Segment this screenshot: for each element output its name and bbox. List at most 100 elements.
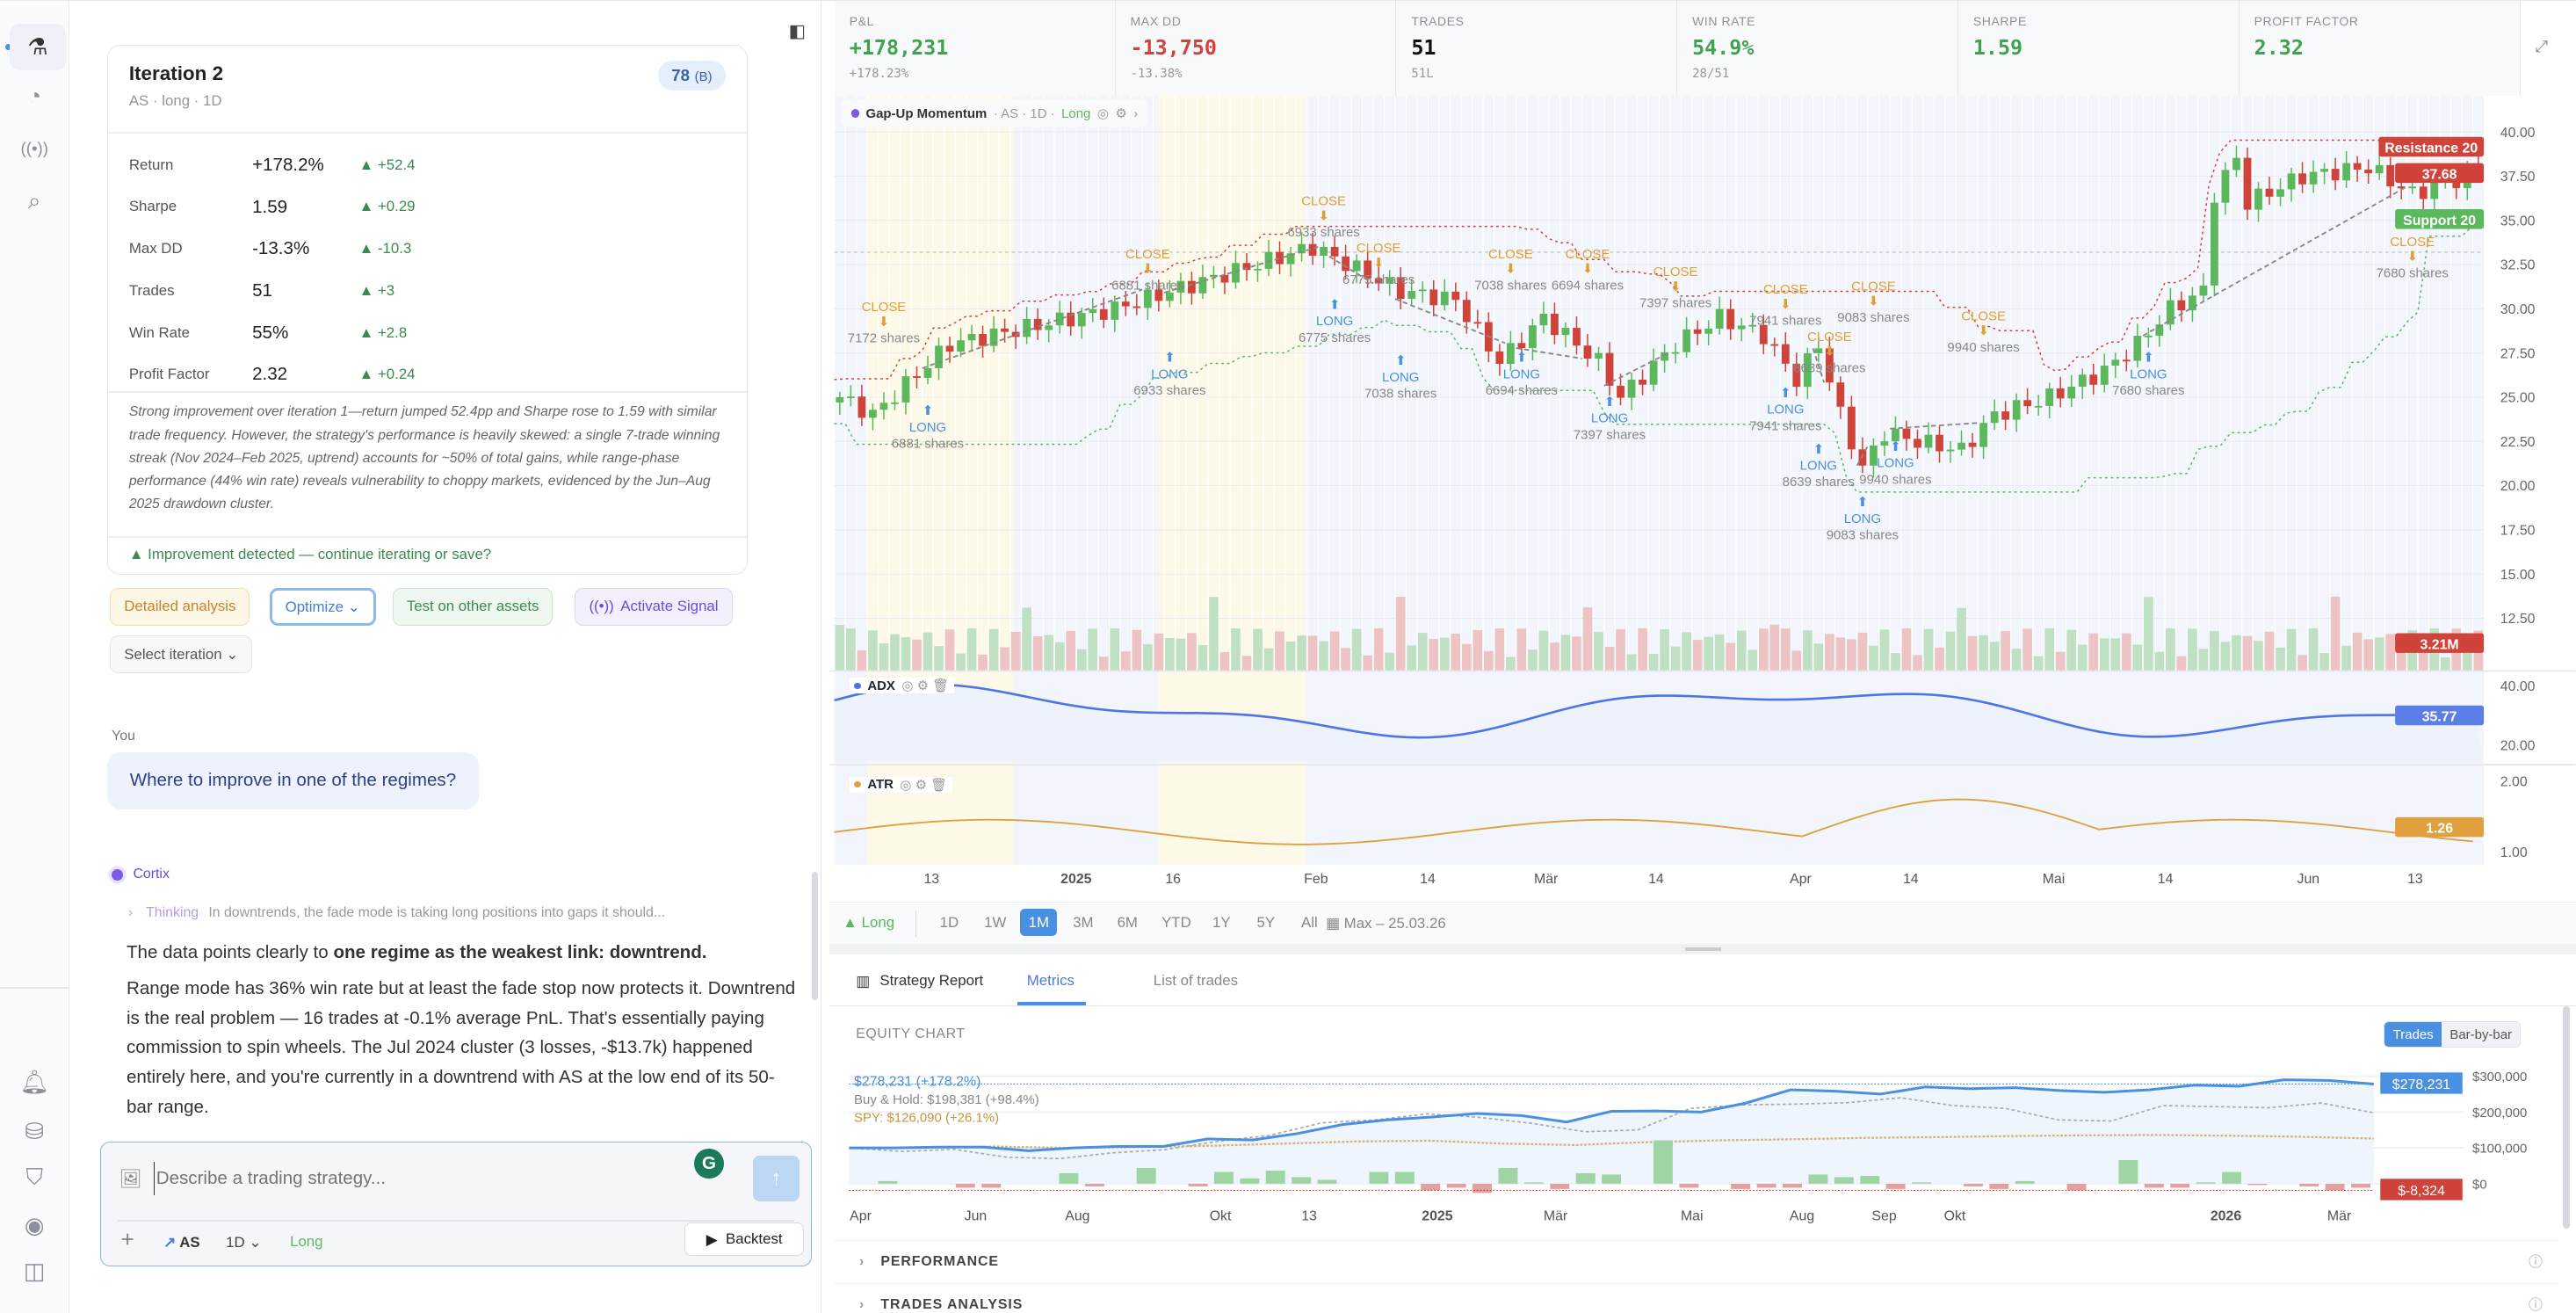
trade-annotation[interactable]: ⬆LONG 6694 shares [1486,351,1558,398]
assistant-label: Cortix [112,867,170,882]
trade-annotation[interactable]: CLOSE⬇6775 shares [1342,242,1415,288]
expand-icon[interactable]: ⤢ [2535,37,2549,56]
trade-label: CLOSE [1851,279,1896,294]
trade-annotation[interactable]: CLOSE⬇ 7038 shares [1475,247,1547,294]
adx-legend[interactable]: ADX ◎ ⚙ 🗑︎ [849,678,954,694]
trade-annotation[interactable]: ⬆LONG 6933 shares [1134,351,1206,398]
trade-annotation[interactable]: CLOSE⬇ 6881 shares [1112,247,1184,294]
atr-legend[interactable]: ATR ◎ ⚙ 🗑︎ [849,776,952,793]
x-tick-label: Mai [2042,872,2066,888]
symbol-selector[interactable]: ↗ AS [163,1233,200,1251]
tab-list-of-trades[interactable]: List of trades [1153,972,1239,990]
price-chart[interactable]: 40.00 37.50 35.00 32.50 30.00 27.50 25.00 22.50… [829,96,2576,901]
trade-annotation[interactable]: CLOSE⬇ 7941 shares [1749,283,1821,330]
x-tick-label: Okt [1944,1209,1966,1224]
tab-metrics[interactable]: Metrics [1026,972,1075,990]
activate-signal-button[interactable]: ((•)) Activate Signal [575,587,733,626]
select-iteration-dropdown[interactable]: Select iteration ⌄ [110,635,253,673]
candle [1473,322,1482,324]
trade-annotation[interactable]: ⬆LONG 7038 shares [1364,354,1436,402]
volume-bar [1462,644,1472,671]
volume-bar [1594,632,1604,671]
candle [1386,277,1394,285]
divider [117,1219,795,1222]
range-1m[interactable]: 1M [1020,909,1058,937]
backtest-button[interactable]: ▶ Backtest [684,1222,805,1256]
shield-icon[interactable]: ⛉ [25,1163,44,1190]
volume-bar [2309,628,2319,671]
optimize-dropdown[interactable]: Optimize ⌄ [269,587,376,626]
candle [968,334,976,341]
metric-label: Sharpe [128,198,177,215]
trade-annotation[interactable]: ⬆LONG 6881 shares [892,404,964,452]
eye-icon[interactable]: ◎ [1096,106,1109,122]
mode-bar-by-bar[interactable]: Bar-by-bar [2442,1022,2521,1048]
bell-icon[interactable]: 🔔︎ [19,1068,49,1095]
range-5y[interactable]: 5Y [1256,913,1276,931]
grammarly-icon[interactable]: G [694,1149,724,1179]
trade-annotation[interactable]: ⬆ LONG 9940 shares [1860,439,1932,487]
collapse-panel-icon[interactable]: ◧ [788,21,807,42]
volume-bar [2232,635,2242,671]
image-upload-icon[interactable]: 🖼︎ [119,1168,142,1189]
gear-icon[interactable]: ⚙ [1115,106,1127,122]
test-other-assets-button[interactable]: Test on other assets [392,587,554,626]
candle [1188,281,1197,294]
resize-handle[interactable] [829,944,2576,954]
pie-chart-icon[interactable]: ◔ [27,82,42,109]
chat-scrollbar[interactable] [811,872,819,1000]
range-6m[interactable]: 6M [1117,913,1138,931]
trade-pnl-bar [1240,1178,1260,1184]
flask-icon[interactable]: ⚗ [10,24,66,70]
direction-indicator[interactable]: ▲ Long [843,913,895,931]
range-1w[interactable]: 1W [984,913,1007,931]
trade-annotation[interactable]: ⬆LONG 7680 shares [2113,351,2185,398]
trade-annotation[interactable]: CLOSE⬇6933 shares [1288,194,1360,241]
chevron-right-icon: › [127,904,134,920]
trade-annotation[interactable]: CLOSE⬇ 9083 shares [1838,279,1910,326]
trade-annotation[interactable]: ⬆ LONG 7941 shares [1749,386,1821,433]
trade-annotation[interactable]: ⬆LONG 9083 shares [1827,496,1899,543]
trade-annotation[interactable]: CLOSE⬇ 6694 shares [1552,247,1624,294]
trade-annotation[interactable]: CLOSE⬇7680 shares [2377,235,2449,281]
mode-trades[interactable]: Trades [2384,1022,2442,1048]
broadcast-icon[interactable]: ((•)) [20,139,48,158]
info-icon[interactable]: ⓘ [2528,1255,2543,1271]
range-3m[interactable]: 3M [1073,913,1094,931]
performance-section[interactable]: › PERFORMANCE ⓘ [834,1239,2560,1283]
trade-annotation[interactable]: CLOSE⬇9940 shares [1948,309,2020,356]
user-icon[interactable]: ◉ [24,1211,45,1238]
trade-pnl-bar [1266,1170,1286,1184]
eye-icon[interactable]: ◎ ⚙ 🗑︎ [900,777,948,793]
direction-toggle[interactable]: Long [290,1232,323,1250]
volume-bar [1099,656,1109,671]
info-icon[interactable]: ⓘ [2528,1297,2543,1313]
search-icon[interactable]: ⌕ [27,187,41,214]
equity-chart[interactable]: $300,000 $200,000 $100,000 $0 $278,231 (+178… [829,1053,2576,1234]
strategy-input[interactable] [153,1162,680,1195]
detailed-analysis-button[interactable]: Detailed analysis [110,587,250,626]
report-scrollbar[interactable] [2563,1006,2570,1229]
add-icon[interactable]: + [120,1226,134,1253]
trade-annotation[interactable]: ⬆LONG 7397 shares [1574,395,1646,442]
sidebar-expand-icon[interactable]: ◫ [23,1258,46,1284]
range-ytd[interactable]: YTD [1161,913,1191,931]
eye-icon[interactable]: ◎ ⚙ 🗑︎ [901,678,950,694]
range-all[interactable]: All [1301,913,1318,931]
trade-annotation[interactable]: CLOSE⬇ 8639 shares [1794,330,1866,376]
trade-annotation[interactable]: CLOSE⬇7172 shares [848,301,920,347]
date-range-picker[interactable]: ▦ Max – 25.03.26 [1326,914,1446,932]
thinking-toggle[interactable]: › Thinking In downtrends, the fade mode is… [128,905,665,921]
coins-icon[interactable]: ⛁ [25,1118,45,1145]
strategy-legend[interactable]: Gap-Up Momentum · AS · 1D · Long ◎ ⚙ › [841,99,1148,127]
trades-analysis-section[interactable]: › TRADES ANALYSIS ⓘ [834,1282,2560,1313]
chevron-right-icon[interactable]: › [1133,105,1139,121]
interval-dropdown[interactable]: 1D ⌄ [226,1233,262,1251]
trade-pnl-bar [1653,1140,1674,1184]
trade-annotation[interactable]: CLOSE⬇ 7397 shares [1639,265,1711,311]
range-1y[interactable]: 1Y [1212,913,1231,931]
send-button[interactable]: ↑ [753,1155,800,1202]
range-1d[interactable]: 1D [939,913,959,931]
